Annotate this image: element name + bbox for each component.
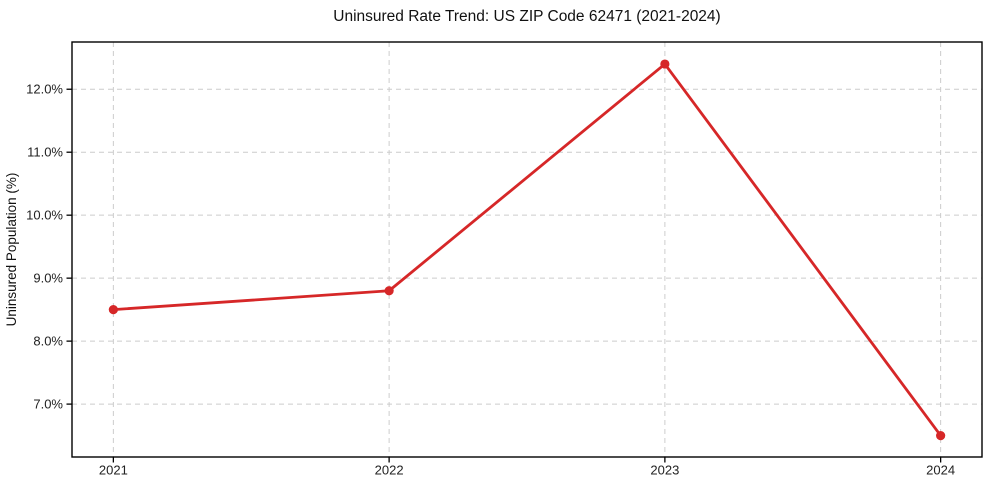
y-axis-label: Uninsured Population (%) [4, 173, 19, 327]
axis-tick-labels: 7.0% 8.0% 9.0% 10.0% 11.0% 12.0% 2021 2022 2023 2… [26, 82, 955, 478]
data-point [108, 305, 118, 315]
plot-frame [71, 41, 983, 458]
y-tick-label: 12.0% [26, 82, 63, 97]
y-tick-label: 10.0% [26, 208, 63, 223]
y-tick-label: 9.0% [33, 271, 63, 286]
data-point [936, 430, 946, 441]
data-point [384, 286, 394, 296]
x-tick-label: 2021 [99, 463, 128, 478]
y-tick-label: 8.0% [33, 334, 63, 349]
data-line [111, 62, 943, 437]
y-tick-label: 7.0% [33, 397, 63, 412]
data-point [660, 59, 670, 69]
chart-title: Uninsured Rate Trend: US ZIP Code 62471 … [333, 8, 720, 25]
axis-ticks [66, 88, 942, 463]
x-tick-label: 2022 [375, 463, 404, 478]
gridlines [72, 42, 982, 457]
y-tick-label: 11.0% [27, 145, 63, 160]
data-series [108, 59, 946, 441]
x-tick-label: 2023 [650, 463, 679, 478]
x-tick-label: 2024 [926, 463, 955, 478]
